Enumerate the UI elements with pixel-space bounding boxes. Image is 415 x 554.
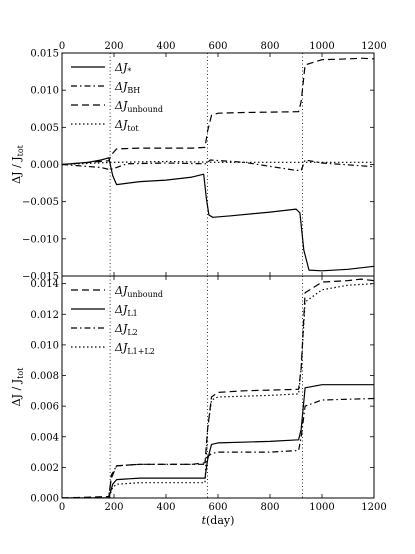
series-line- xyxy=(62,157,374,272)
y-tick-label: 0.012 xyxy=(30,310,59,321)
series-line-tot xyxy=(62,160,374,166)
y-tick-label: 0.008 xyxy=(30,371,59,382)
x-tick-label: 600 xyxy=(208,41,227,52)
x-tick-label: 400 xyxy=(156,41,175,52)
legend-entry-name: ΔJ xyxy=(114,322,128,335)
legend-entry-subscript: L1+L2 xyxy=(127,347,155,356)
y-axis-label: ΔJ / Jtot xyxy=(10,144,25,184)
series-line-l1l2 xyxy=(62,283,374,498)
y-axis-label-main: ΔJ / J xyxy=(10,379,23,406)
legend-entry-subscript: L2 xyxy=(127,328,137,337)
legend-entry-name: ΔJ xyxy=(114,118,128,131)
series-line-unbound xyxy=(62,278,374,498)
x-tick-label: 1000 xyxy=(309,502,334,513)
x-tick-label: 0 xyxy=(59,41,65,52)
y-axis-label-sub: tot xyxy=(16,144,25,156)
x-tick-label: 1000 xyxy=(309,41,334,52)
x-tick-label: 200 xyxy=(104,41,123,52)
legend-entry: ΔJunbound xyxy=(114,284,163,299)
plot-frame xyxy=(61,275,375,499)
legend-entry-name: ΔJ xyxy=(114,303,128,316)
legend-entry: ΔJL1 xyxy=(114,303,138,318)
y-axis-label: ΔJ / Jtot xyxy=(10,367,25,407)
y-tick-label: 0.006 xyxy=(30,402,59,413)
panel-top: 0 200 400 600 800 1000 1200 −0.015 −0.010 −0.005 0… xyxy=(10,41,387,283)
legend-entry-subscript: BH xyxy=(127,86,140,95)
legend-entry-name: ΔJ xyxy=(114,341,128,354)
legend-entry: ΔJL1+L2 xyxy=(114,341,155,356)
x-tick-label: 200 xyxy=(104,502,123,513)
x-axis-label: t(day) xyxy=(202,514,235,527)
panel-bottom: 0 200 400 600 800 1000 1200 0.000 0.002 0.004 0.00… xyxy=(10,275,387,527)
y-tick-label: 0.010 xyxy=(30,340,59,351)
x-tick-label: 0 xyxy=(59,502,65,513)
x-tick-label: 400 xyxy=(156,502,175,513)
y-tick-label: −0.010 xyxy=(22,234,59,245)
series-line-bh xyxy=(62,159,374,171)
x-tick-label: 800 xyxy=(260,41,279,52)
x-tick-label: 1200 xyxy=(361,41,386,52)
legend-entry: ΔJL2 xyxy=(114,322,138,337)
y-tick-label: 0.015 xyxy=(30,49,59,60)
x-axis-label-unit: (day) xyxy=(206,514,234,527)
legend-entry-name: ΔJ xyxy=(114,99,128,112)
legend-entry-subscript: unbound xyxy=(127,105,163,114)
y-tick-label: −0.005 xyxy=(22,197,59,208)
y-tick-label: −0.015 xyxy=(22,272,59,283)
legend-entry-name: ΔJ xyxy=(114,284,128,297)
x-axis-label-main: t xyxy=(202,514,207,527)
y-tick-label: 0.005 xyxy=(30,123,59,134)
legend-entry: ΔJBH xyxy=(114,80,140,95)
legend-entry: ΔJtot xyxy=(114,118,139,133)
series-line-l1 xyxy=(62,384,374,498)
x-tick-label: 1200 xyxy=(361,502,386,513)
x-tick-label: 600 xyxy=(208,502,227,513)
y-tick-label: 0.002 xyxy=(30,463,59,474)
legend-entry: ΔJunbound xyxy=(114,99,163,114)
legend-entry-name: ΔJ xyxy=(114,80,128,93)
y-tick-label: 0.014 xyxy=(30,279,59,290)
series-line-l2 xyxy=(62,397,374,498)
legend-entry-subscript: unbound xyxy=(127,290,163,299)
y-tick-label: 0.000 xyxy=(30,160,59,171)
series-line-unbound xyxy=(62,57,374,166)
legend-entry-subscript: * xyxy=(127,67,131,76)
y-tick-label: 0.004 xyxy=(30,432,59,443)
x-tick-label: 800 xyxy=(260,502,279,513)
legend-entry-subscript: L1 xyxy=(127,309,137,318)
y-axis-label-main: ΔJ / J xyxy=(10,156,23,183)
legend-entry: ΔJ* xyxy=(114,61,131,76)
y-tick-label: 0.000 xyxy=(30,494,59,505)
y-axis-label-sub: tot xyxy=(16,367,25,379)
legend-entry-subscript: tot xyxy=(127,124,139,133)
plot-frame xyxy=(61,52,375,277)
legend-entry-name: ΔJ xyxy=(114,61,128,74)
y-tick-label: 0.010 xyxy=(30,86,59,97)
